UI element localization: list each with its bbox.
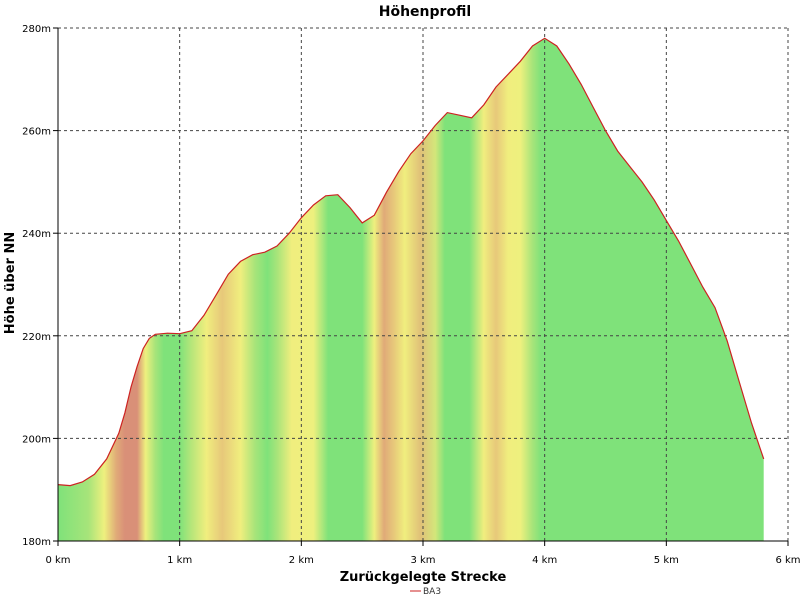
x-tick-label: 6 km xyxy=(775,555,800,566)
plot-area: 0 km 1 km 2 km 3 km 4 km 5 km 6 km 180m 200m 220m… xyxy=(22,24,800,566)
legend-label-ba3: BA3 xyxy=(423,587,441,597)
x-tick-label: 3 km xyxy=(410,555,435,566)
x-tick-label: 4 km xyxy=(532,555,557,566)
y-tick-label: 240m xyxy=(22,229,51,240)
y-tick-label: 220m xyxy=(22,332,51,343)
y-tick-label: 200m xyxy=(22,434,51,445)
x-tick-label: 1 km xyxy=(167,555,192,566)
y-tick-label: 260m xyxy=(22,127,51,138)
x-tick-label: 2 km xyxy=(289,555,314,566)
x-tick-label: 5 km xyxy=(654,555,679,566)
x-axis-label: Zurückgelegte Strecke xyxy=(340,570,507,585)
y-tick-label: 280m xyxy=(22,24,51,35)
x-tick-label: 0 km xyxy=(45,555,70,566)
elevation-area xyxy=(58,38,764,542)
chart-title: Höhenprofil xyxy=(379,4,471,20)
legend: BA3 xyxy=(410,587,441,597)
series-line-ba3 xyxy=(57,37,765,487)
y-axis-label: Höhe über NN xyxy=(3,232,18,334)
y-tick-label: 180m xyxy=(22,537,51,548)
